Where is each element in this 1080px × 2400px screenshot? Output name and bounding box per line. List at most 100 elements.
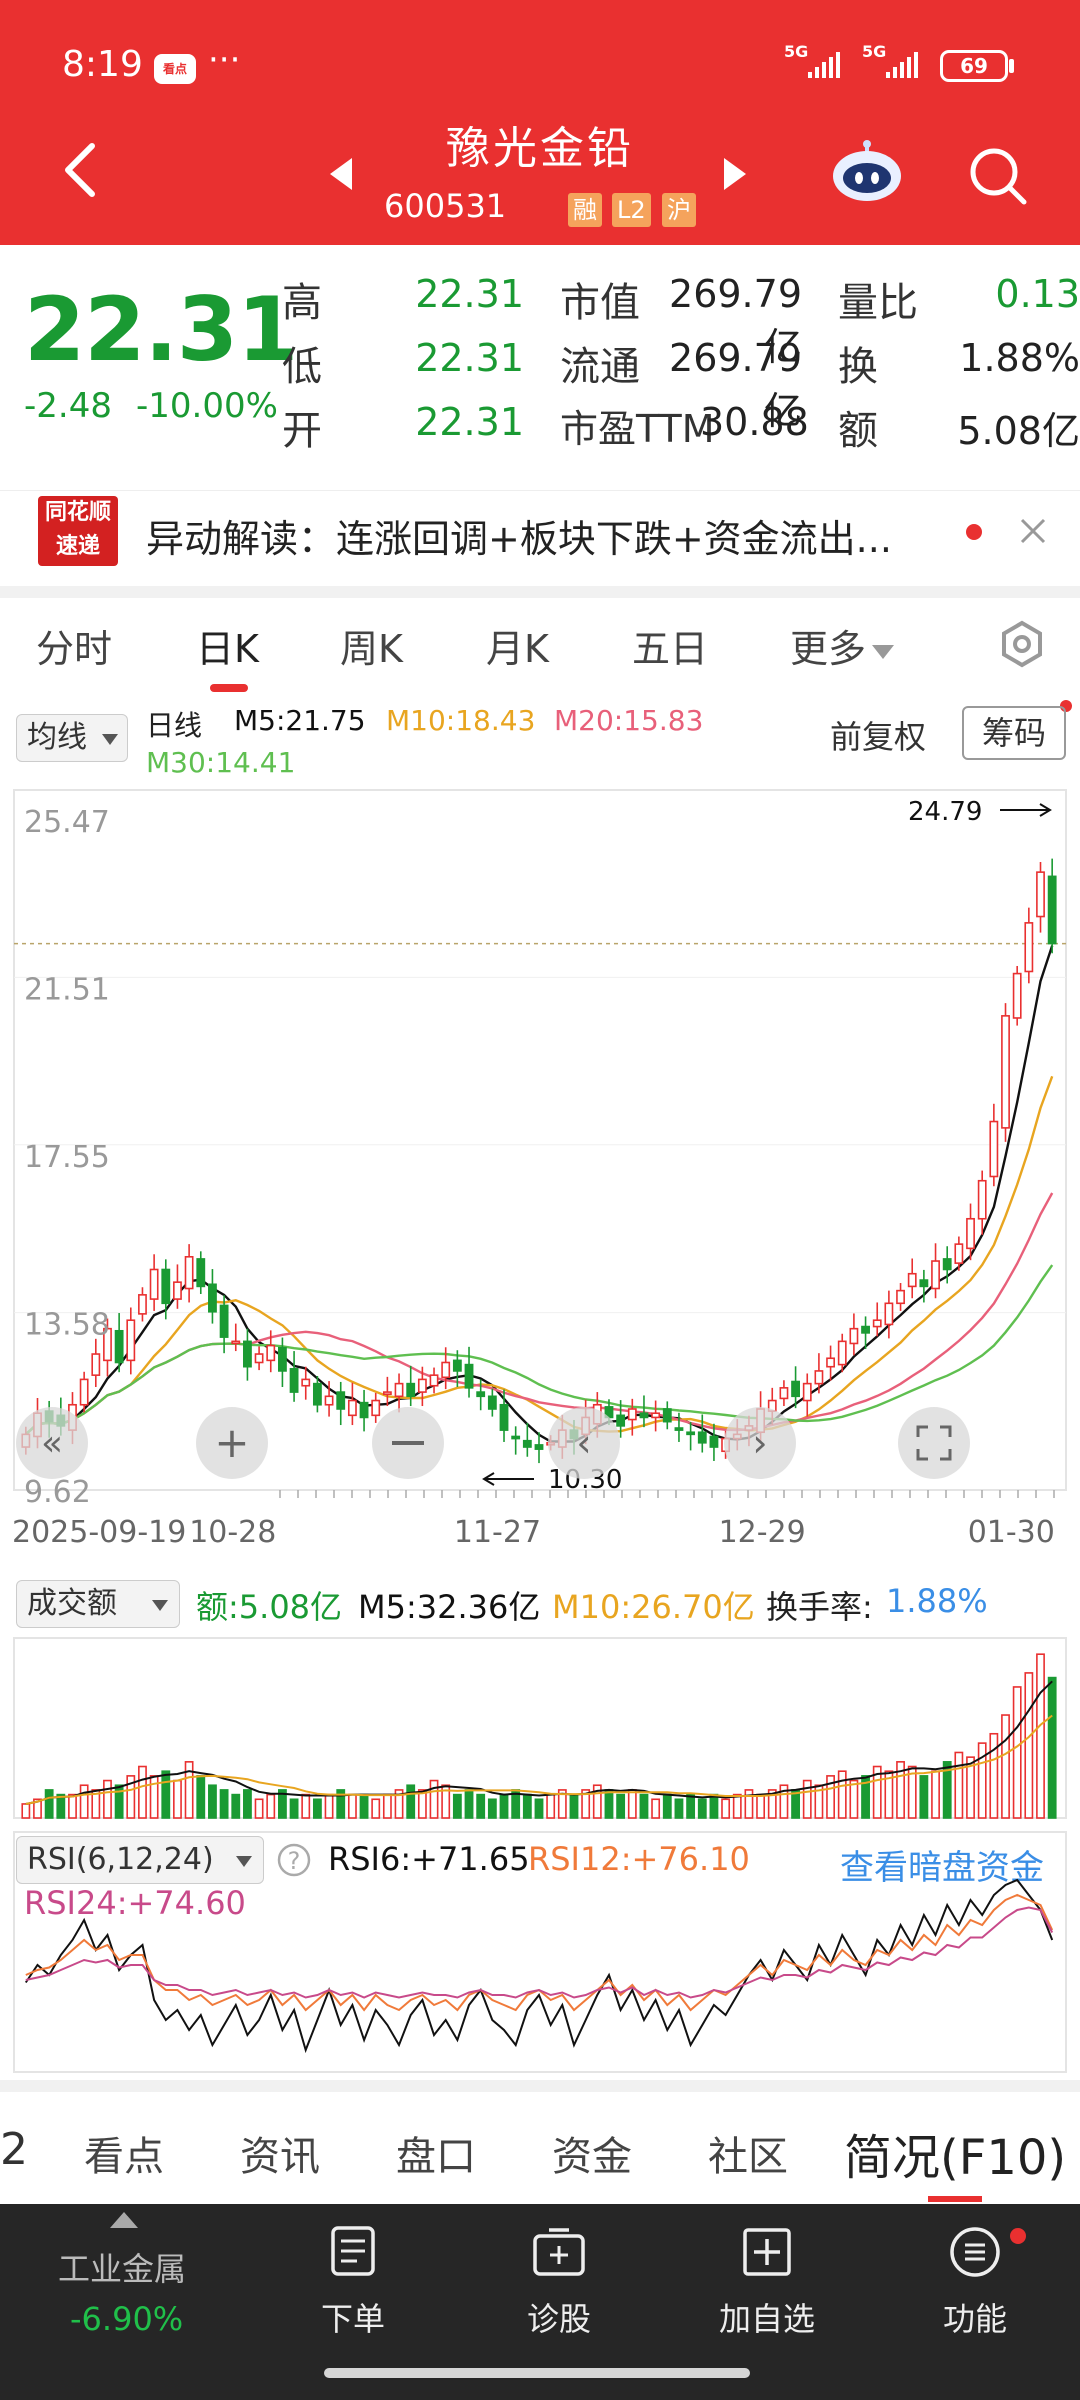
candle [1047,875,1057,945]
candle [208,1283,217,1313]
volume-ma10-line [25,1714,1053,1805]
volume-bar [884,1770,894,1819]
alert-bar[interactable] [0,490,1080,590]
volume-chart[interactable] [0,1636,1080,1826]
ma20-value: M20:15.83 [554,704,704,737]
volume-bar [33,1798,42,1819]
volume-bar [312,1798,322,1819]
volume-ma5-line [25,1680,1053,1805]
volume-bar [452,1793,462,1819]
sector-name[interactable]: 工业金属 [58,2250,187,2288]
candle [662,1408,672,1423]
double-chevron-left-icon: « [41,1423,63,1464]
chevron-down-icon [152,1600,168,1611]
place-order-label: 下单 [320,2300,385,2338]
tab-f10-profile[interactable]: 简况(F10) [844,2130,1067,2186]
help-icon[interactable]: ? [276,1842,312,1878]
candle [312,1382,322,1406]
low-arrow-icon [482,1472,534,1486]
search-icon[interactable] [966,144,1030,208]
status-time: 8:19 [62,44,143,85]
close-icon[interactable] [1018,516,1048,546]
volume-bar [861,1775,870,1819]
candle [289,1368,299,1393]
candle [697,1431,707,1444]
stock-code: 600531 [384,187,507,225]
candle [336,1391,346,1410]
rsi12-value: RSI12:+76.10 [528,1840,750,1878]
diagnose-stock-button[interactable]: 诊股 [494,2224,624,2340]
tab-timeshare[interactable]: 分时 [36,627,113,671]
volume-bar [173,1779,182,1819]
tab-five-day[interactable]: 五日 [632,627,709,671]
price-adjust-mode[interactable]: 前复权 [830,718,927,756]
place-order-button[interactable]: 下单 [288,2224,418,2340]
rsi-line-rsi6 [24,1878,1054,2054]
candle [79,1378,89,1406]
volume-bar [21,1803,31,1819]
candle [394,1382,404,1398]
volume-amount: 额:5.08亿 [196,1588,343,1626]
candle [931,1260,940,1290]
volume-bar [592,1784,602,1819]
candle [849,1327,859,1345]
kline-chart[interactable]: 25.47 21.51 17.55 13.58 9.62 2025-09-19 10-28… [0,780,1080,1560]
order-document-icon [331,2226,375,2276]
candle [1036,871,1045,918]
scroll-left-fast-button [16,1407,88,1479]
candle [896,1289,905,1305]
sector-expand-arrow-icon[interactable] [110,2212,138,2228]
candle [779,1387,789,1400]
functions-notification-dot [1010,2228,1026,2244]
expand-icon [916,1425,952,1461]
add-watchlist-button[interactable]: 加自选 [702,2224,832,2340]
volume-bar [138,1765,147,1819]
tab-news[interactable]: 资讯 [240,2134,320,2180]
rsi-chart[interactable] [0,1830,1080,2074]
chip-distribution-button[interactable]: 筹码 [962,706,1066,760]
functions-label: 功能 [942,2300,1007,2338]
tab-monthly-k[interactable]: 月K [486,627,549,671]
candle [359,1401,369,1419]
battery-icon: 69 [940,50,1008,82]
tab-daily-k[interactable]: 日K [196,627,259,671]
tab-highlights[interactable]: 看点 [84,2134,164,2180]
rsi-indicator-select[interactable]: RSI(6,12,24) [16,1836,264,1884]
diagnose-stock-label: 诊股 [526,2300,591,2338]
candle [429,1374,439,1387]
volume-bar [756,1793,766,1819]
home-indicator[interactable] [324,2368,750,2378]
candle [686,1431,696,1436]
volume-bar [336,1789,346,1819]
dark-pool-link[interactable]: 查看暗盘资金 [840,1848,1044,1888]
value-market-cap: 269.79亿 [669,272,802,369]
settings-hexagon-icon[interactable] [998,620,1046,668]
tab-orderbook[interactable]: 盘口 [396,2134,476,2180]
functions-button[interactable]: 功能 [910,2224,1040,2340]
tab-weekly-k[interactable]: 周K [340,627,403,671]
volume-bar [487,1798,497,1819]
chevron-right-icon: › [752,1421,767,1465]
volume-bar [243,1789,252,1819]
chevron-down-icon [102,734,118,745]
candle [709,1435,719,1448]
volume-bar [744,1789,754,1819]
next-stock-icon[interactable] [724,158,746,190]
tab-more[interactable]: 更多 [790,618,895,673]
label-market-cap: 市值 [560,280,640,326]
candle [184,1256,194,1290]
robot-assistant-icon[interactable] [830,138,904,204]
prev-stock-icon[interactable] [330,158,352,190]
y-tick-label: 13.58 [24,1308,110,1343]
scroll-right-button [724,1407,796,1479]
alert-text[interactable]: 异动解读：连涨回调+板块下跌+资金流出... [146,517,892,561]
volume-bar [931,1770,940,1819]
add-square-icon [743,2228,791,2276]
tab-funds[interactable]: 资金 [552,2134,632,2180]
minus-icon [392,1441,424,1445]
back-arrow-icon[interactable] [60,140,100,200]
tab-community[interactable]: 社区 [708,2134,788,2180]
volume-bar [989,1732,999,1819]
active-tab-indicator [210,684,248,692]
label-float-cap: 流通 [560,344,640,390]
